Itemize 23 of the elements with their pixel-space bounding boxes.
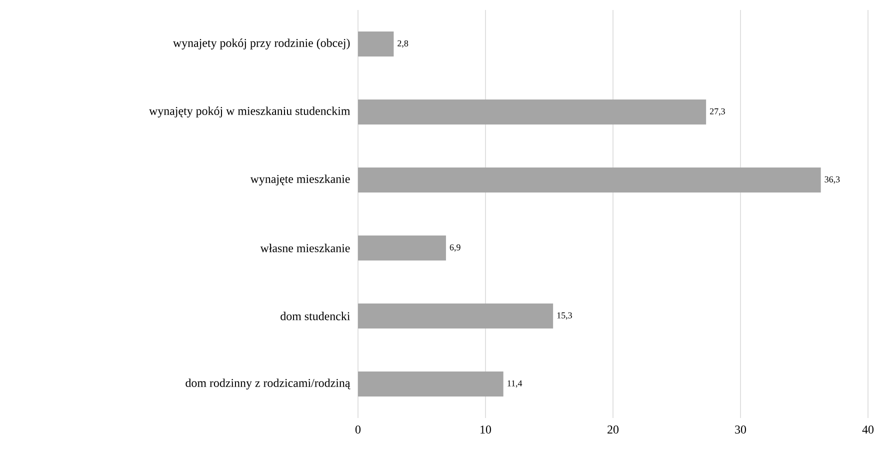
bar — [358, 168, 821, 193]
data-label: 11,4 — [508, 380, 522, 388]
x-tick-label: 20 — [608, 426, 619, 434]
y-tick-label: dom studencki — [280, 312, 350, 320]
x-tick-label: 40 — [862, 426, 874, 434]
bar — [358, 236, 446, 261]
data-label: 27,3 — [710, 108, 725, 116]
y-tick-label: wynajety pokój przy rodzinie (obcej) — [172, 38, 350, 50]
x-tick-label: 30 — [735, 426, 746, 434]
bar — [358, 32, 394, 57]
y-tick-label: dom rodzinny z rodzicami/rodziną — [186, 378, 350, 390]
data-label: 2,8 — [398, 40, 408, 48]
bar — [358, 100, 706, 125]
x-tick-label: 0 — [355, 426, 361, 434]
data-label: 15,3 — [557, 312, 572, 320]
x-tick-label: 10 — [480, 426, 492, 434]
y-tick-label: wynajęte mieszkanie — [250, 174, 350, 186]
bar — [358, 304, 554, 329]
bar — [358, 372, 504, 397]
y-tick-label: wynajęty pokój w mieszkaniu studenckim — [149, 106, 350, 118]
data-label: 36,3 — [824, 176, 840, 184]
y-tick-label: własne mieszkanie — [260, 244, 350, 252]
data-label: 6,9 — [450, 244, 460, 252]
